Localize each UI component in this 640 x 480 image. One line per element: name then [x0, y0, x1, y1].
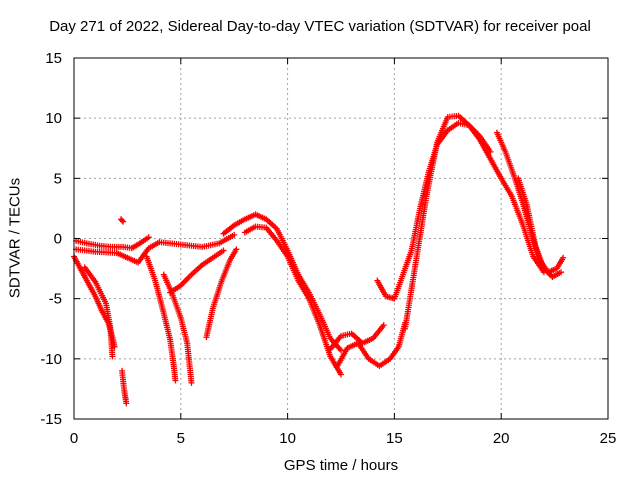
series-arc-16 — [402, 112, 547, 332]
data-point — [380, 322, 387, 329]
data-point — [123, 400, 130, 407]
y-tick-label: 15 — [45, 50, 62, 67]
data-point — [231, 231, 238, 238]
data-point — [338, 347, 344, 354]
data-point — [120, 218, 127, 225]
data-point — [220, 247, 227, 254]
x-axis-label: GPS time / hours — [283, 457, 399, 474]
series-arc-12 — [241, 223, 344, 378]
series-arc-15 — [374, 119, 494, 302]
series-arc-3 — [117, 216, 127, 225]
data-point — [558, 269, 565, 276]
data-point — [560, 254, 567, 261]
y-tick-label: 10 — [45, 110, 62, 127]
series-arc-17 — [493, 129, 567, 276]
data-point — [338, 371, 344, 378]
data-point — [145, 234, 152, 241]
data-series — [71, 112, 567, 407]
data-point — [233, 246, 240, 253]
x-tick-label: 20 — [493, 430, 510, 447]
series-arc-4 — [119, 367, 130, 407]
y-tick-label: 0 — [54, 231, 62, 248]
x-tick-label: 5 — [177, 430, 185, 447]
data-point — [172, 377, 179, 384]
x-tick-label: 25 — [600, 430, 617, 447]
chart-title: Day 271 of 2022, Sidereal Day-to-day VTE… — [49, 18, 591, 35]
y-tick-label: -15 — [40, 411, 62, 428]
series-arc-14 — [333, 319, 409, 371]
y-tick-label: -5 — [49, 291, 62, 308]
series-arc-2 — [81, 264, 116, 360]
series-arc-18 — [515, 175, 565, 281]
series-arc-11 — [220, 211, 344, 354]
series-arc-6 — [73, 231, 238, 266]
axis-ticks: 0 5 10 15 20 25 -15 -10 -5 0 5 10 15 — [40, 50, 616, 447]
series-arc-8 — [160, 271, 195, 386]
y-tick-label: 5 — [54, 170, 62, 187]
data-point — [109, 353, 116, 360]
data-point — [188, 379, 195, 386]
x-tick-label: 10 — [279, 430, 296, 447]
data-point — [119, 217, 126, 224]
series-arc-7 — [143, 253, 179, 384]
series-arc-13 — [327, 322, 387, 353]
series-arc-9 — [167, 247, 227, 296]
y-axis-label: SDTVAR / TECUs — [6, 177, 24, 299]
x-tick-label: 0 — [70, 430, 78, 447]
series-arc-5 — [73, 234, 152, 252]
series-arc-1 — [71, 253, 118, 350]
series-arc-10 — [203, 246, 240, 341]
y-tick-label: -10 — [40, 351, 62, 368]
x-tick-label: 15 — [386, 430, 403, 447]
